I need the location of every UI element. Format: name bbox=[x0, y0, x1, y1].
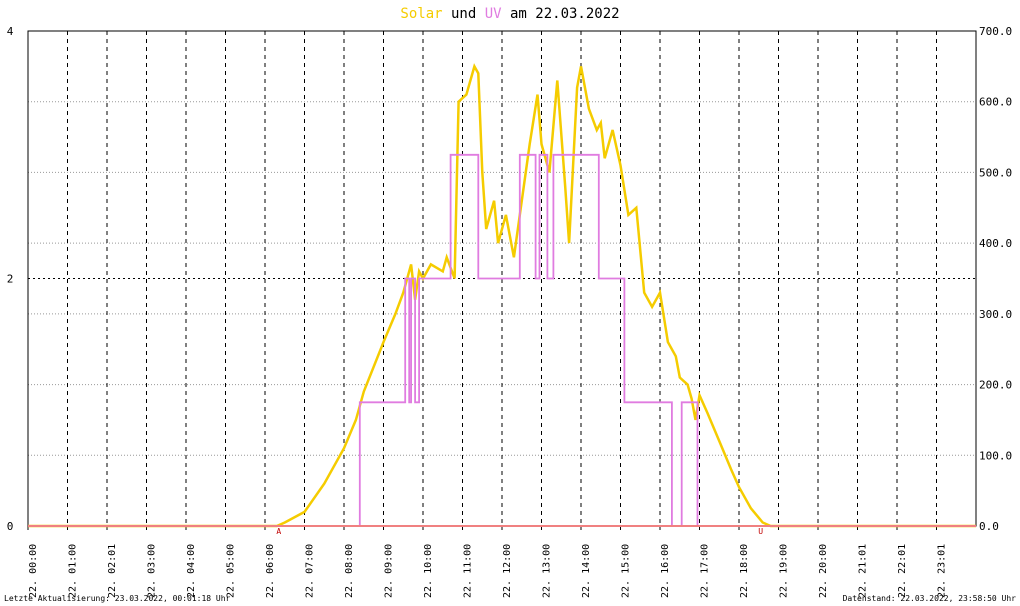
title-und: und bbox=[443, 6, 485, 22]
title-solar: Solar bbox=[400, 6, 442, 22]
y-tick-label: 2 bbox=[7, 273, 14, 286]
x-tick-label: 22. 15:00 bbox=[621, 544, 632, 598]
x-tick-label: 22. 19:00 bbox=[779, 544, 790, 598]
footer-left: Letzte Aktualisierung: 23.03.2022, 00:01… bbox=[4, 594, 231, 603]
y2-tick-label: 500.0 bbox=[979, 166, 1012, 179]
x-tick-label: 22. 09:00 bbox=[384, 544, 395, 598]
x-tick-label: 22. 17:00 bbox=[700, 544, 711, 598]
x-tick-label: 22. 22:01 bbox=[897, 544, 908, 598]
x-tick-label: 22. 14:00 bbox=[581, 544, 592, 598]
x-tick-label: 22. 04:00 bbox=[186, 544, 197, 598]
x-tick-label: 22. 16:00 bbox=[660, 544, 671, 598]
y2-tick-label: 200.0 bbox=[979, 379, 1012, 392]
y2-tick-label: 600.0 bbox=[979, 96, 1012, 109]
y2-tick-label: 100.0 bbox=[979, 449, 1012, 462]
y2-tick-label: 300.0 bbox=[979, 308, 1012, 321]
annotation: U bbox=[758, 527, 763, 536]
x-tick-label: 22. 00:00 bbox=[28, 544, 39, 598]
x-tick-label: 22. 12:00 bbox=[502, 544, 513, 598]
title-uv: UV bbox=[485, 6, 502, 22]
x-tick-label: 22. 01:00 bbox=[68, 544, 79, 598]
x-tick-label: 22. 18:00 bbox=[739, 544, 750, 598]
x-tick-label: 22. 03:00 bbox=[147, 544, 158, 598]
x-tick-label: 22. 10:00 bbox=[423, 544, 434, 598]
x-tick-label: 22. 07:00 bbox=[305, 544, 316, 598]
y-tick-label: 0 bbox=[7, 520, 14, 533]
x-tick-label: 22. 20:00 bbox=[818, 544, 829, 598]
title-date: am 22.03.2022 bbox=[502, 6, 620, 22]
footer-right: Datenstand: 22.03.2022, 23:58:50 Uhr bbox=[843, 594, 1017, 603]
x-tick-label: 22. 08:00 bbox=[344, 544, 355, 598]
series-line bbox=[28, 63, 976, 528]
x-tick-label: 22. 23:01 bbox=[937, 544, 948, 598]
x-tick-label: 22. 21:01 bbox=[858, 544, 869, 598]
x-tick-label: 22. 13:00 bbox=[542, 544, 553, 598]
x-tick-label: 22. 02:01 bbox=[107, 544, 118, 598]
chart-title: Solar und UV am 22.03.2022 bbox=[400, 6, 619, 22]
y-tick-label: 4 bbox=[7, 25, 14, 38]
y2-tick-label: 400.0 bbox=[979, 237, 1012, 250]
annotation: A bbox=[276, 527, 281, 536]
x-tick-label: 22. 11:00 bbox=[463, 544, 474, 598]
x-tick-label: 22. 05:00 bbox=[226, 544, 237, 598]
series-line bbox=[28, 153, 976, 527]
y2-tick-label: 0.0 bbox=[979, 520, 999, 533]
y2-tick-label: 700.0 bbox=[979, 25, 1012, 38]
x-tick-label: 22. 06:00 bbox=[265, 544, 276, 598]
